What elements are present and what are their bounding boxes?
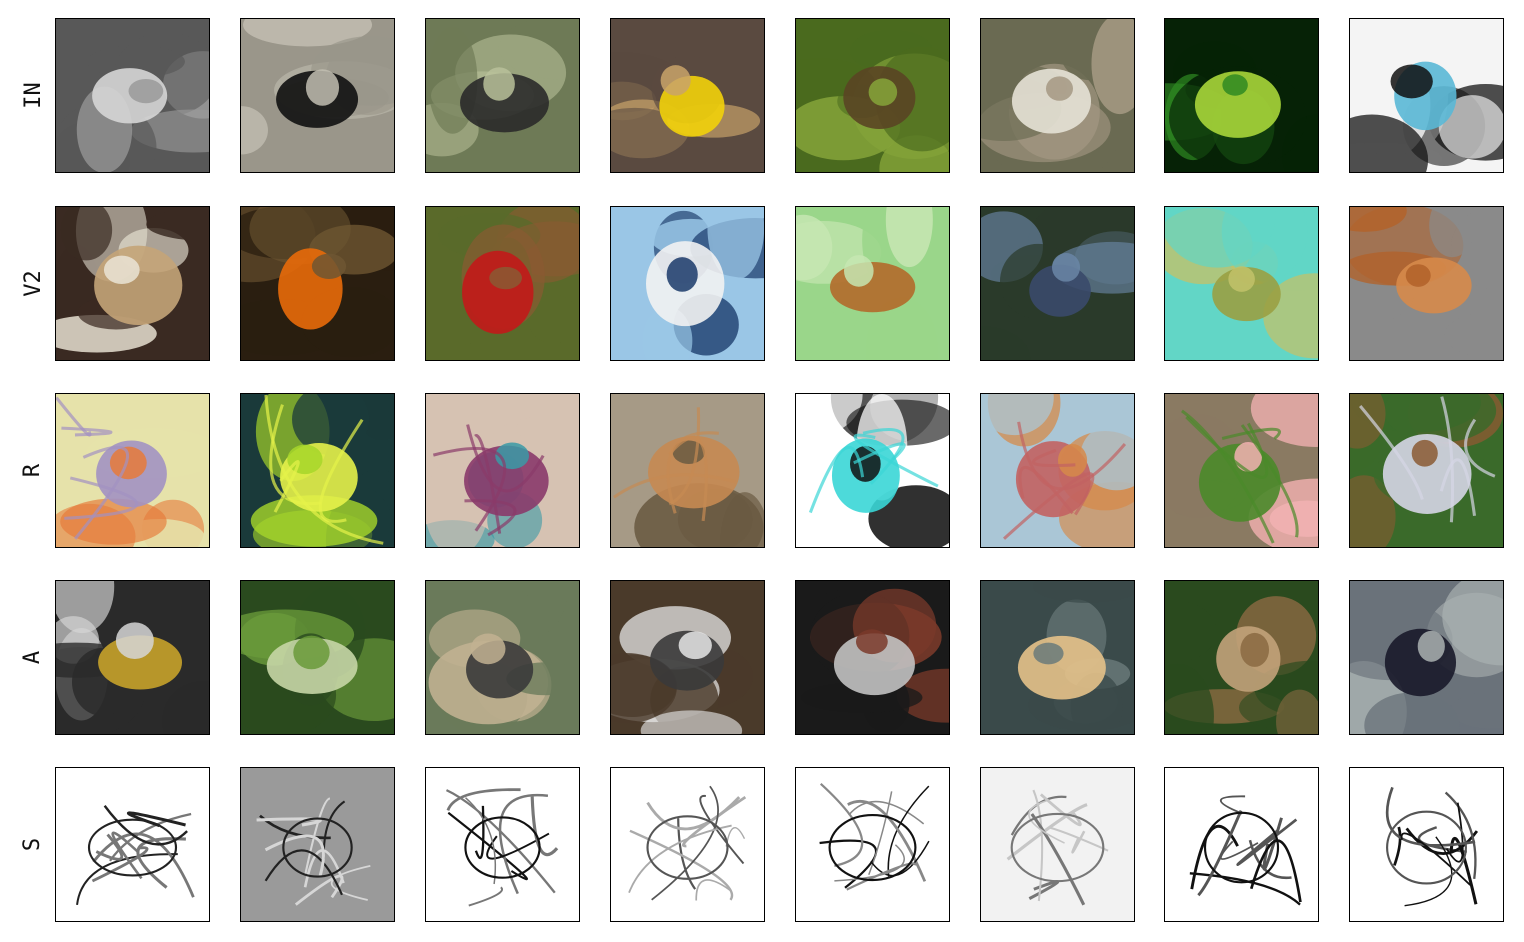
image-tile-bird-feeder <box>425 580 580 735</box>
image-tile-pipe-opening <box>795 580 950 735</box>
weevil-insect-image <box>796 19 949 172</box>
row-label: IN <box>16 76 50 116</box>
image-tile-green-anole-lizard <box>1164 18 1319 173</box>
image-tile-person-in-striped-top <box>55 580 210 735</box>
image-tile-black-widow-sketch <box>240 767 395 922</box>
yellow-convertible-car-image <box>611 19 764 172</box>
teddy-bear-image <box>56 19 209 172</box>
antelope-mosaic-image <box>611 394 764 547</box>
image-tile-bulbul-bird <box>425 18 580 173</box>
image-tile-antelope-mosaic <box>610 393 765 548</box>
green-anole-lizard-image <box>1165 19 1318 172</box>
image-tile-teddy-bear <box>55 18 210 173</box>
image-tile-iguana-sketch <box>1164 767 1319 922</box>
black-bag-with-illustration-image <box>1350 19 1503 172</box>
image-tile-titmouse-bird-sketch <box>425 767 580 922</box>
antler-tattoo-image <box>426 394 579 547</box>
black-widow-sketch-image <box>241 768 394 921</box>
row-label: V2 <box>16 264 50 304</box>
dalmatian-cartoon-image <box>796 394 949 547</box>
flower-bouquet-painting-image <box>56 394 209 547</box>
image-tile-weevil-insect <box>795 18 950 173</box>
grey-wolf-image <box>981 19 1134 172</box>
image-tile-signature-shop-sign <box>610 580 765 735</box>
image-tile-black-bag-with-illustration <box>1349 18 1504 173</box>
person-in-striped-top-image <box>56 581 209 734</box>
image-tile-red-whiskered-bulbul <box>425 206 580 361</box>
green-iguana-illustration-image <box>241 394 394 547</box>
golden-retriever-painting-image <box>981 394 1134 547</box>
bulbul-bird-image <box>426 19 579 172</box>
grey-wolf-image <box>981 207 1134 360</box>
tugboat-harbor-image <box>611 207 764 360</box>
image-tile-dalmatian-cartoon <box>795 393 950 548</box>
image-tile-leather-messenger-bag <box>1349 206 1504 361</box>
image-tile-child-with-backpack <box>1349 580 1504 735</box>
image-tile-teddy-bear-sketch <box>55 767 210 922</box>
image-tile-housefly-sketch <box>795 767 950 922</box>
goldfinch-embroidery-image <box>1165 394 1318 547</box>
bird-in-branches-image <box>241 581 394 734</box>
row-label-text: V2 <box>20 270 46 297</box>
teddy-bear-sketch-image <box>56 768 209 921</box>
jellyfish-water-image <box>981 581 1134 734</box>
housefly-sketch-image <box>796 768 949 921</box>
iguana-sketch-image <box>1165 768 1318 921</box>
image-tile-bird-nest <box>1164 580 1319 735</box>
signature-shop-sign-image <box>611 581 764 734</box>
image-tile-wolf-sketch <box>980 767 1135 922</box>
row-label-text: S <box>20 837 46 852</box>
image-tile-grey-wolf <box>980 18 1135 173</box>
image-tile-golden-retriever-painting <box>980 393 1135 548</box>
image-tile-black-widow-spider <box>240 206 395 361</box>
car-blueprint-sketch-image <box>611 768 764 921</box>
image-tile-spider-on-leaf <box>795 206 950 361</box>
image-tile-bird-in-branches <box>240 580 395 735</box>
pipe-opening-image <box>796 581 949 734</box>
image-tile-teddy-bear <box>55 206 210 361</box>
row-label: S <box>16 825 50 865</box>
row-label-text: A <box>20 650 46 665</box>
image-tile-yellow-convertible-car <box>610 18 765 173</box>
titmouse-bird-sketch-image <box>426 768 579 921</box>
image-tile-knitted-doll <box>1349 393 1504 548</box>
knitted-doll-image <box>1350 394 1503 547</box>
image-tile-flower-bouquet-painting <box>55 393 210 548</box>
bird-feeder-image <box>426 581 579 734</box>
row-label-text: IN <box>20 82 46 109</box>
row-label: R <box>16 451 50 491</box>
teddy-bear-image <box>56 207 209 360</box>
anole-lizard-closeup-image <box>1165 207 1318 360</box>
row-label-text: R <box>20 463 46 478</box>
wolf-sketch-image <box>981 768 1134 921</box>
image-tile-goldfinch-embroidery <box>1164 393 1319 548</box>
row-label: A <box>16 638 50 678</box>
image-tile-tugboat-harbor <box>610 206 765 361</box>
bird-nest-image <box>1165 581 1318 734</box>
image-tile-jellyfish-water <box>980 580 1135 735</box>
image-tile-antler-tattoo <box>425 393 580 548</box>
image-tile-green-iguana-illustration <box>240 393 395 548</box>
image-tile-mailbox-sketch <box>1349 767 1504 922</box>
red-whiskered-bulbul-image <box>426 207 579 360</box>
spider-on-leaf-image <box>796 207 949 360</box>
black-widow-spider-image <box>241 19 394 172</box>
image-tile-anole-lizard-closeup <box>1164 206 1319 361</box>
image-tile-black-widow-spider <box>240 18 395 173</box>
black-widow-spider-image <box>241 207 394 360</box>
mailbox-sketch-image <box>1350 768 1503 921</box>
child-with-backpack-image <box>1350 581 1503 734</box>
image-tile-grey-wolf <box>980 206 1135 361</box>
leather-messenger-bag-image <box>1350 207 1503 360</box>
image-tile-car-blueprint-sketch <box>610 767 765 922</box>
